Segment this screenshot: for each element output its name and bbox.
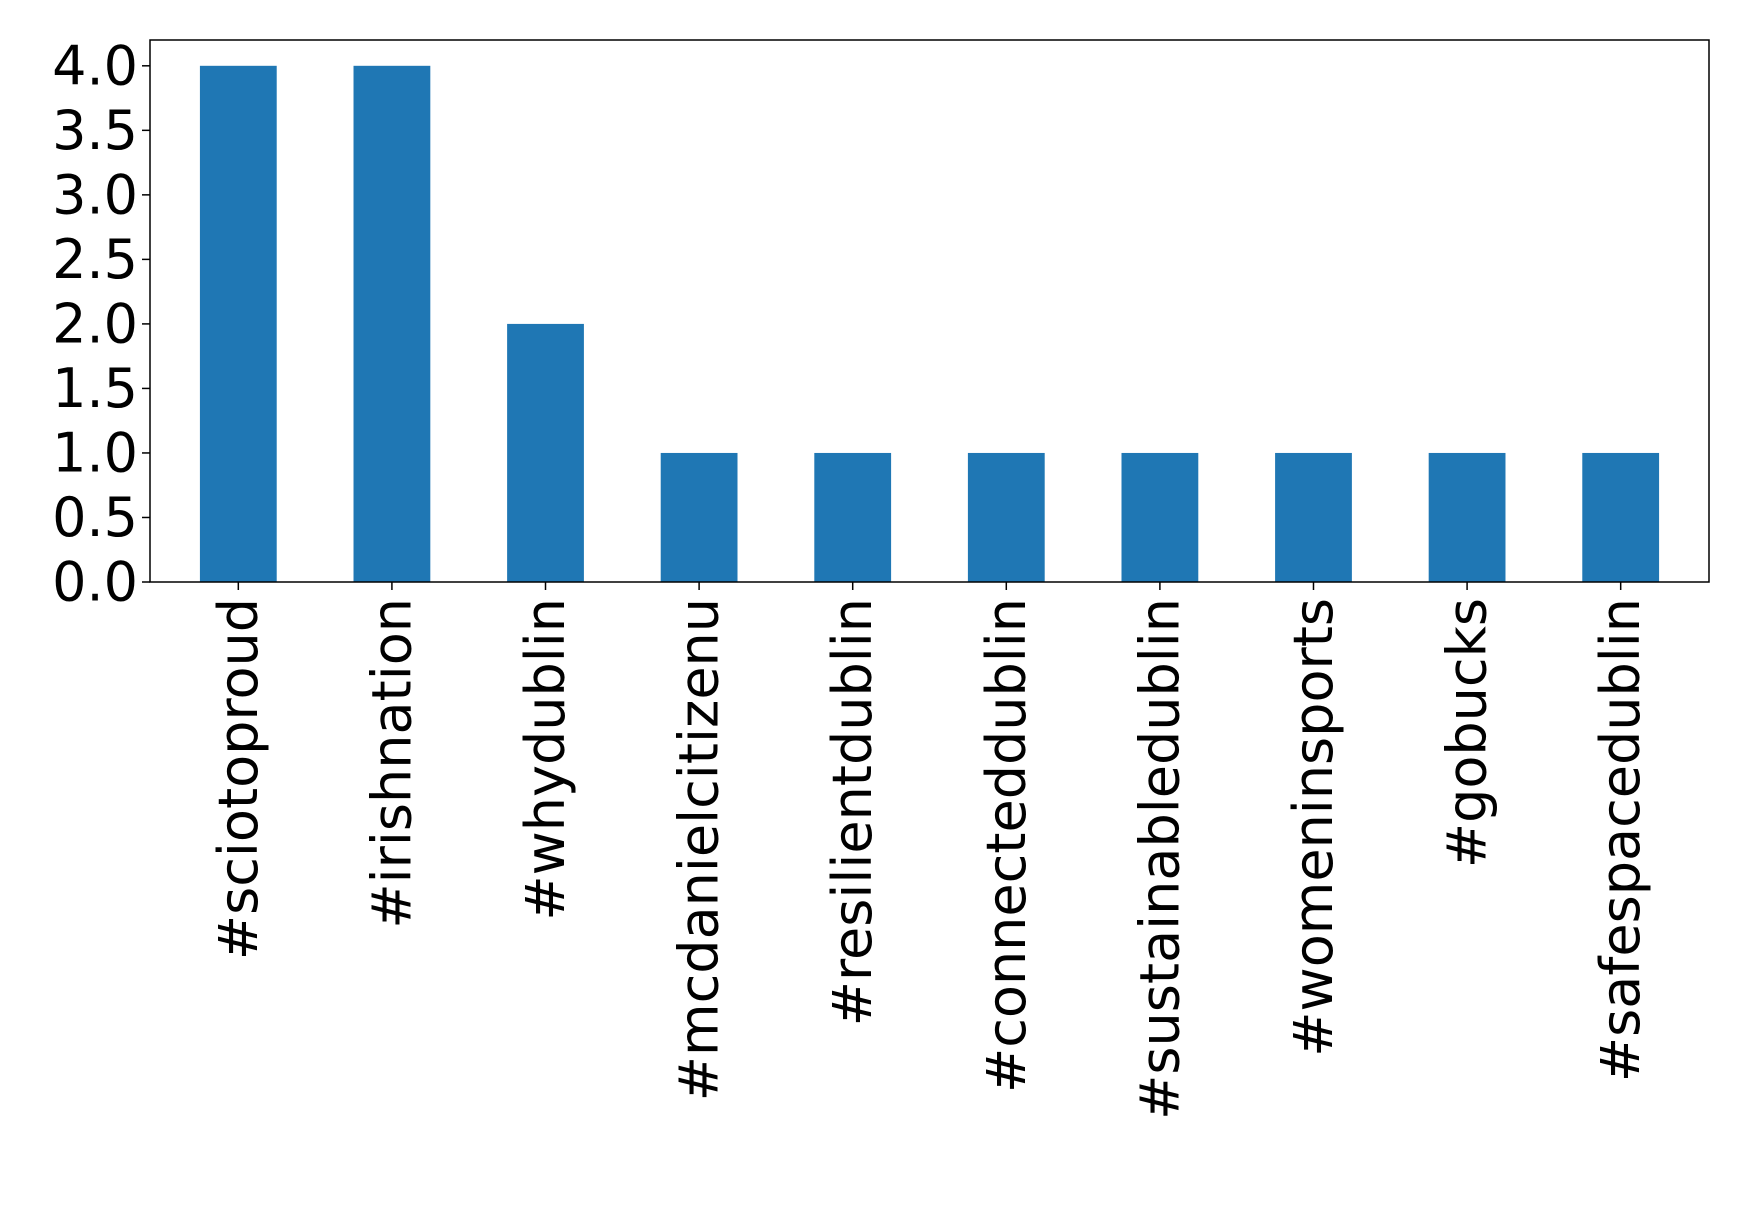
x-tick-label: #connecteddublin bbox=[975, 598, 1038, 1093]
bar-3 bbox=[660, 452, 738, 582]
y-tick-label: 0.5 bbox=[52, 486, 138, 549]
x-tick-label: #resilientdublin bbox=[821, 598, 884, 1026]
y-tick-label: 3.0 bbox=[52, 163, 138, 226]
y-tick-label: 2.0 bbox=[52, 292, 138, 355]
bar-8 bbox=[1428, 452, 1506, 582]
y-axis: 0.00.51.01.52.02.53.03.54.0 bbox=[52, 34, 150, 614]
y-tick-label: 0.0 bbox=[52, 551, 138, 614]
y-tick-label: 1.0 bbox=[52, 421, 138, 484]
x-tick-label: #sciotoproud bbox=[207, 598, 270, 960]
y-tick-label: 2.5 bbox=[52, 228, 138, 291]
bar-0 bbox=[199, 65, 277, 583]
x-tick-label: #mcdanielcitizenu bbox=[668, 598, 731, 1101]
x-tick-label: #sustainabledublin bbox=[1128, 598, 1191, 1120]
y-tick-label: 1.5 bbox=[52, 357, 138, 420]
x-tick-label: #irishnation bbox=[360, 598, 423, 929]
bar-4 bbox=[814, 452, 892, 582]
plot-frame bbox=[149, 39, 1710, 583]
bars-group bbox=[199, 65, 1660, 583]
bar-5 bbox=[967, 452, 1045, 582]
x-tick-label: #gobucks bbox=[1436, 598, 1499, 868]
bar-9 bbox=[1582, 452, 1660, 582]
x-axis: #sciotoproud #irishnation #whydublin #mcdan… bbox=[207, 582, 1652, 1120]
x-tick-label: #whydublin bbox=[514, 598, 577, 921]
x-tick-label: #safespacedublin bbox=[1589, 598, 1652, 1082]
y-tick-label: 3.5 bbox=[52, 99, 138, 162]
bar-7 bbox=[1275, 452, 1352, 582]
bar-2 bbox=[507, 323, 584, 582]
x-tick-label: #womeninsports bbox=[1282, 598, 1345, 1057]
bar-1 bbox=[353, 65, 431, 583]
y-tick-label: 4.0 bbox=[52, 34, 138, 97]
bar-6 bbox=[1121, 452, 1199, 582]
